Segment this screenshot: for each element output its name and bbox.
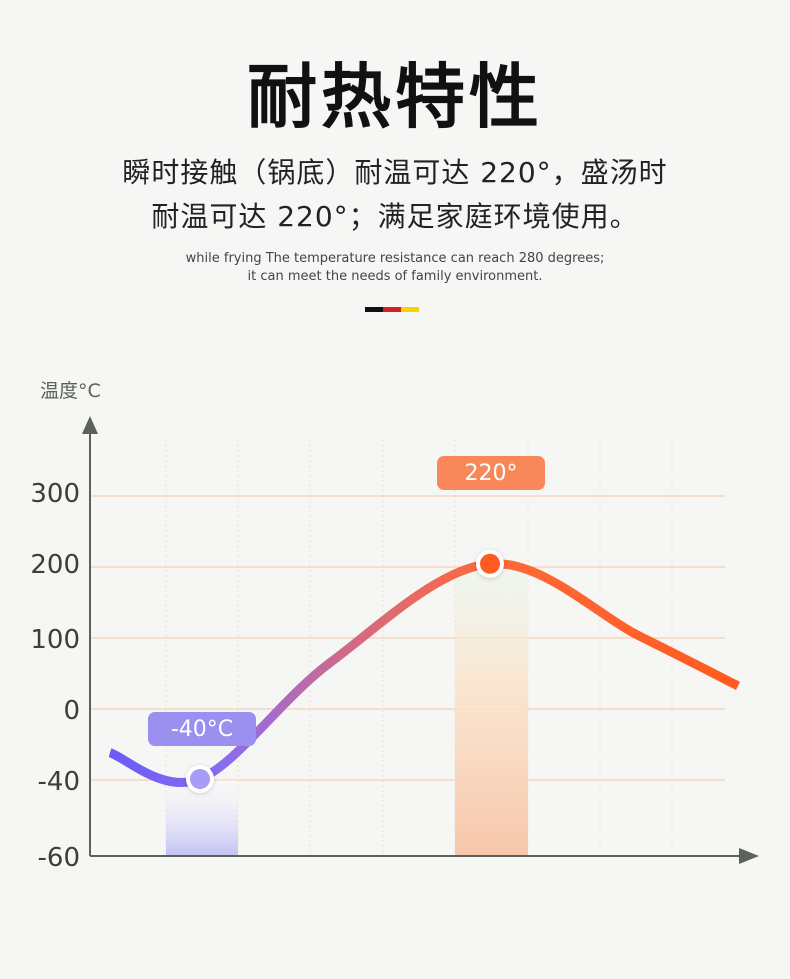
temperature-line [108,559,741,788]
cold-point [190,769,210,789]
subtitle-line-1: 瞬时接触（锅底）耐温可达 220°，盛汤时 [122,156,668,189]
flag-stripe-gold [401,307,419,312]
y-tick-label: -40 [38,767,80,797]
page-title: 耐热特性 [247,56,543,138]
chart-axes [82,416,759,864]
y-axis-label: 温度°C [40,380,101,402]
cold-label-text: -40°C [171,717,233,742]
y-tick-label: 300 [30,479,80,509]
temperature-curve [108,559,741,788]
y-tick-label: 0 [63,696,80,726]
temperature-chart: 300 200 100 0 -40 -60 -40°C 220° 温度°C [0,360,790,900]
flag-stripe-red [383,307,401,312]
english-line-2: it can meet the needs of family environm… [247,269,543,284]
flag-stripe-black [365,307,383,312]
highlight-bars [166,570,528,856]
y-tick-labels: 300 200 100 0 -40 -60 [30,479,80,873]
subtitle-line-2: 耐温可达 220°；满足家庭环境使用。 [151,200,639,233]
english-line-1: while frying The temperature resistance … [185,251,605,266]
y-tick-label: 200 [30,550,80,580]
chart-svg: 300 200 100 0 -40 -60 -40°C 220° 温度°C [30,380,759,873]
annotation-marks: -40°C 220° [148,456,545,793]
hot-label-box [437,456,545,490]
x-axis-arrow [739,848,759,864]
hot-point [480,553,500,574]
y-tick-label: 100 [30,625,80,655]
y-tick-label: -60 [38,843,80,873]
y-axis-arrow [82,416,98,434]
cold-label-box [148,712,256,746]
hot-highlight-bar [455,570,528,856]
hot-label-text: 220° [465,461,518,486]
